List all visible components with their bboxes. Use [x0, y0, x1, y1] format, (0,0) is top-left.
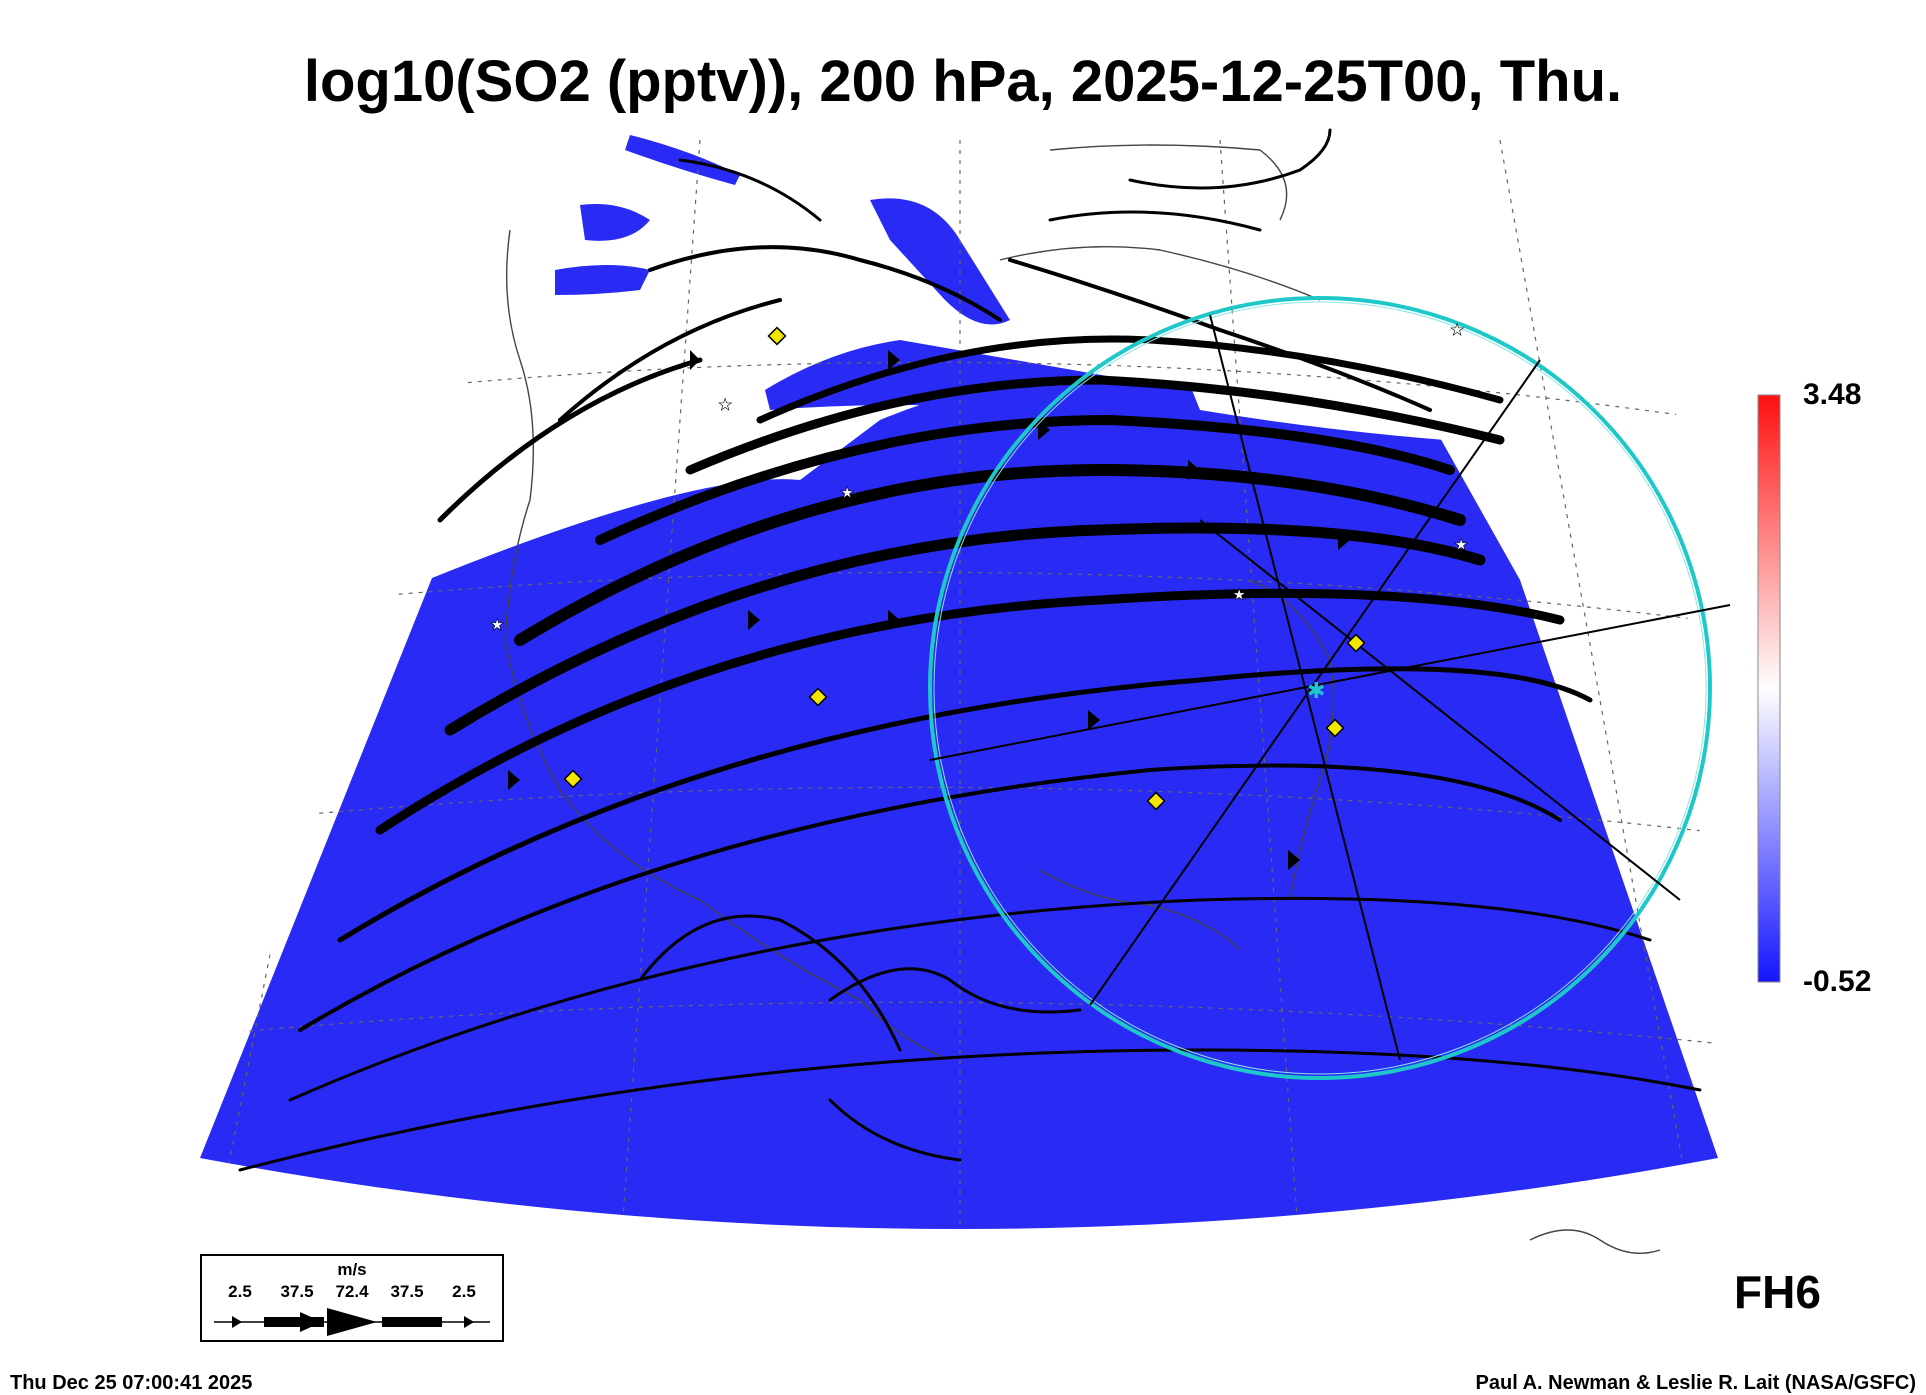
reference-lines — [929, 314, 1731, 1061]
wind-streamlines — [238, 128, 1702, 1172]
marker-diamond — [563, 769, 583, 789]
star-markers: ★ ★ ★ ★ ★ ★ — [490, 320, 1469, 635]
so2-fill-streak-3 — [580, 204, 650, 241]
site-markers — [563, 326, 1366, 811]
center-star-icon: ✱ — [1307, 679, 1325, 704]
star-icon: ★ — [840, 483, 854, 502]
footer-timestamp: Thu Dec 25 07:00:41 2025 — [10, 1372, 253, 1394]
colorbar — [1757, 394, 1781, 983]
distance-ring — [928, 296, 1712, 1080]
marker-diamond — [767, 326, 787, 346]
wind-speed-legend: m/s 2.5 37.5 72.4 37.5 2.5 — [200, 1254, 504, 1342]
forecast-hour-label: FH6 — [1734, 1266, 1821, 1318]
star-icon: ★ — [1454, 535, 1468, 554]
legend-unit: m/s — [337, 1260, 367, 1279]
legend-value: 2.5 — [228, 1282, 252, 1301]
colorbar-max-label: 3.48 — [1803, 378, 1862, 411]
map-title: log10(SO2 (pptv)), 200 hPa, 2025-12-25T0… — [303, 49, 1623, 114]
legend-value: 72.4 — [335, 1282, 369, 1301]
star-icon: ★ — [718, 395, 732, 414]
so2-fill-streak-4 — [555, 265, 650, 295]
star-icon: ★ — [1450, 320, 1464, 339]
colorbar-min-label: -0.52 — [1803, 965, 1872, 998]
streamline-arrowheads — [508, 350, 1350, 870]
footer-credit: Paul A. Newman & Leslie R. Lait (NASA/GS… — [1475, 1372, 1916, 1394]
marker-diamond — [808, 687, 828, 707]
star-icon: ★ — [490, 615, 504, 634]
star-icon: ★ — [1232, 585, 1246, 604]
legend-value: 37.5 — [390, 1282, 424, 1301]
legend-value: 37.5 — [280, 1282, 314, 1301]
legend-value: 2.5 — [452, 1282, 476, 1301]
marker-diamond — [1346, 633, 1366, 653]
marker-diamond — [1146, 791, 1166, 811]
so2-fill-streak-1 — [870, 198, 1010, 325]
marker-diamond — [1325, 718, 1345, 738]
so2-field — [200, 135, 1718, 1229]
